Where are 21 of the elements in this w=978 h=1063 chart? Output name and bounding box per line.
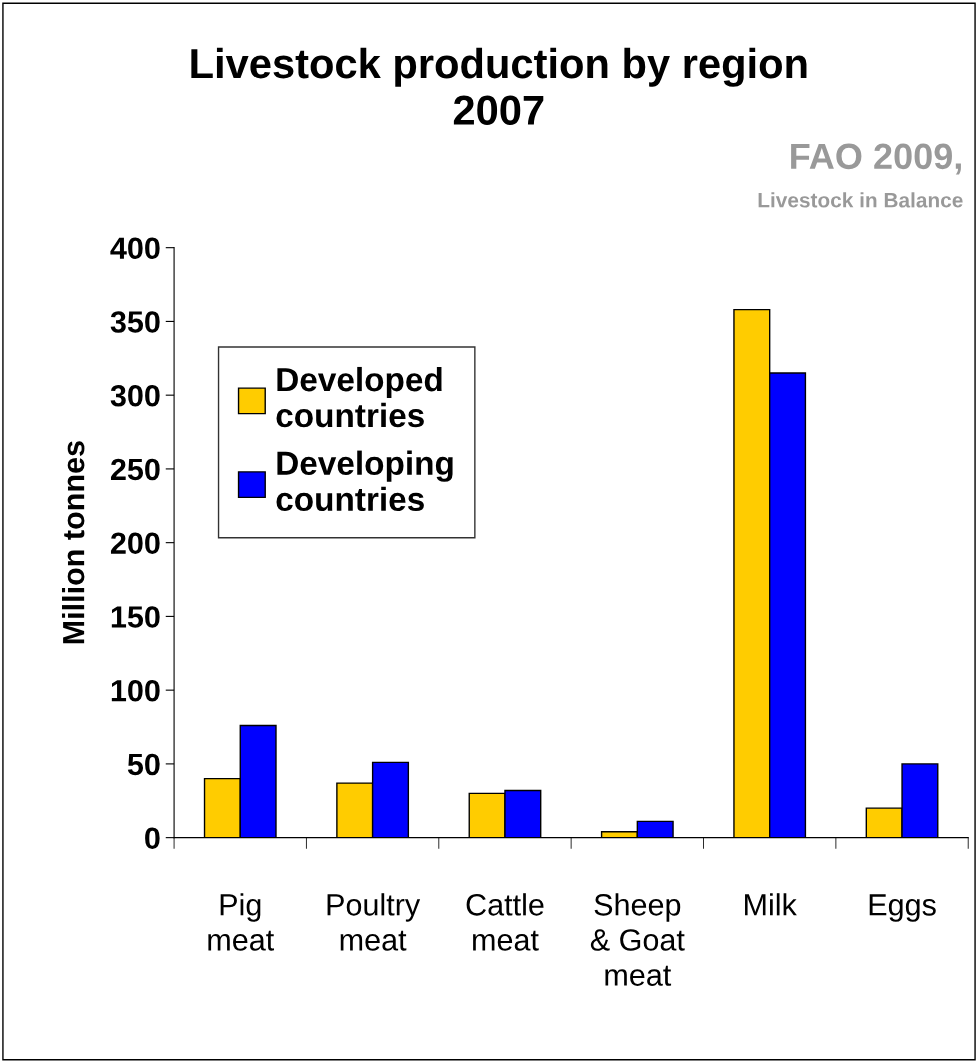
y-tick-label: 250 <box>110 458 160 481</box>
legend-label: Developing countries <box>276 450 453 512</box>
x-tick-label: Poultry meat <box>327 893 421 951</box>
x-tick-label: Pig meat <box>208 893 274 951</box>
text: FAO 2009, <box>791 143 961 175</box>
y-tick-label: 100 <box>111 679 160 702</box>
x-tick-label: Sheep & Goat meat <box>590 893 685 986</box>
y-axis-title: Million tonnes <box>61 441 85 644</box>
x-tick-label: Cattle meat <box>466 893 544 951</box>
y-tick-label: 200 <box>110 532 160 555</box>
x-tick-label: Eggs <box>869 894 936 922</box>
legend-label: Developed countries <box>276 366 442 428</box>
y-tick-label: 400 <box>110 237 160 260</box>
y-tick-label: 150 <box>111 606 160 628</box>
y-tick-label: 350 <box>110 311 160 333</box>
text: Livestock in Balance <box>758 192 963 208</box>
y-tick-label: 50 <box>127 753 160 776</box>
x-tick-label: Milk <box>745 893 797 916</box>
y-tick-label: 300 <box>110 384 160 407</box>
chart-title: Livestock production by region 2007 <box>191 47 807 126</box>
y-tick-label: 0 <box>145 827 160 850</box>
